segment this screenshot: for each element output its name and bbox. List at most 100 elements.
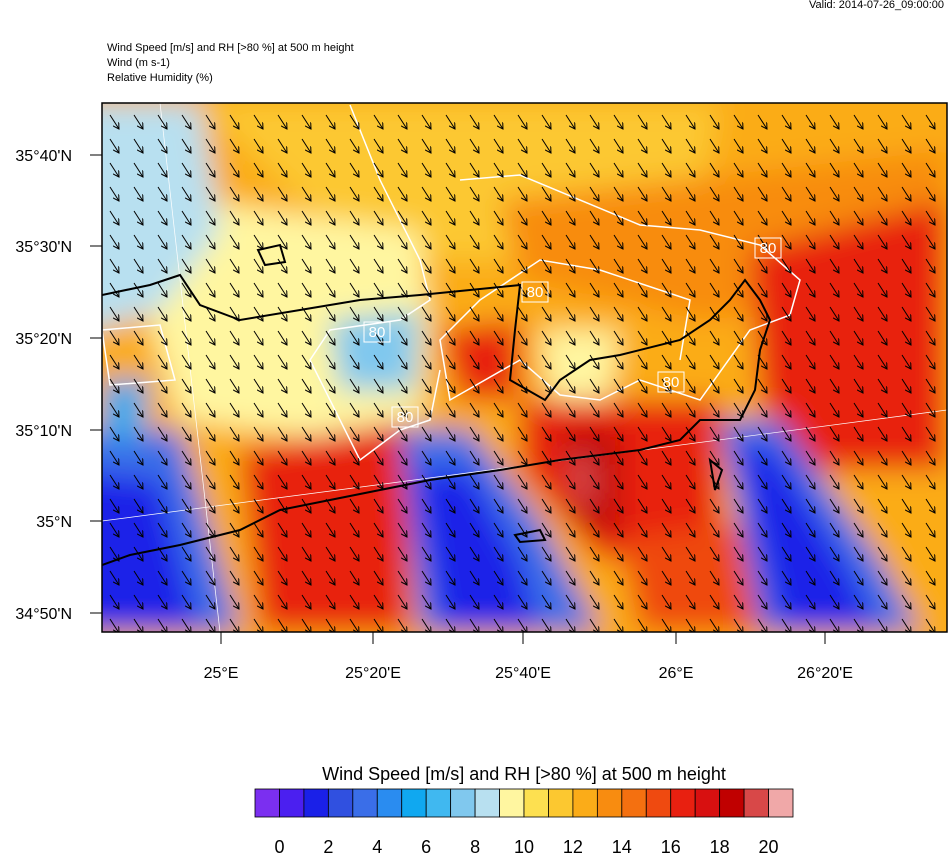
- wind-arrow: [421, 570, 431, 585]
- wind-arrow: [709, 234, 719, 249]
- wind-arrow: [109, 522, 119, 537]
- wind-arrow: [325, 114, 335, 129]
- wind-arrow: [613, 426, 623, 441]
- wind-arrow: [757, 162, 767, 177]
- colorbar-tick-label: 8: [470, 837, 480, 854]
- wind-arrow: [925, 330, 935, 345]
- wind-arrow: [613, 402, 623, 417]
- wind-arrow: [349, 522, 359, 537]
- wind-arrow: [637, 186, 647, 201]
- wind-arrow: [613, 330, 623, 345]
- wind-arrow: [301, 474, 311, 489]
- wind-arrow: [829, 186, 839, 201]
- wind-arrow: [925, 618, 935, 632]
- wind-arrow: [877, 594, 887, 609]
- wind-arrow: [637, 210, 647, 225]
- wind-arrow: [829, 402, 839, 417]
- wind-arrow: [733, 426, 743, 441]
- wind-arrow: [829, 426, 839, 441]
- wind-arrow: [877, 282, 887, 297]
- wind-arrow: [157, 570, 167, 585]
- wind-arrow: [373, 162, 383, 177]
- wind-arrow: [205, 354, 215, 369]
- wind-arrow: [277, 450, 287, 465]
- header-line: Relative Humidity (%): [107, 72, 213, 84]
- wind-arrow: [805, 282, 815, 297]
- wind-arrow: [181, 450, 191, 465]
- wind-arrow: [853, 474, 863, 489]
- wind-arrow: [661, 426, 671, 441]
- wind-arrow: [805, 618, 815, 632]
- wind-arrow: [349, 570, 359, 585]
- wind-arrow: [445, 234, 455, 249]
- wind-arrow: [157, 162, 167, 177]
- wind-arrow: [373, 426, 383, 441]
- wind-arrow: [613, 282, 623, 297]
- wind-arrow: [685, 306, 695, 321]
- wind-arrow: [421, 162, 431, 177]
- wind-arrow: [637, 258, 647, 273]
- wind-arrow: [421, 306, 431, 321]
- wind-arrow: [613, 138, 623, 153]
- wind-arrow: [565, 234, 575, 249]
- wind-arrow: [229, 522, 239, 537]
- wind-arrow: [805, 570, 815, 585]
- colorbar-swatch: [670, 788, 696, 818]
- wind-arrow: [205, 378, 215, 393]
- wind-arrow: [541, 234, 551, 249]
- wind-arrow: [133, 450, 143, 465]
- wind-arrow: [517, 330, 527, 345]
- wind-arrow: [517, 594, 527, 609]
- wind-arrow: [757, 306, 767, 321]
- wind-arrow: [109, 114, 119, 129]
- wind-arrow: [421, 258, 431, 273]
- wind-arrow: [469, 258, 479, 273]
- wind-arrow: [229, 354, 239, 369]
- wind-arrow: [925, 426, 935, 441]
- lat-label: 35°N: [36, 514, 72, 531]
- wind-arrow: [589, 378, 599, 393]
- wind-arrow: [517, 498, 527, 513]
- wind-arrow: [517, 426, 527, 441]
- wind-arrow: [637, 330, 647, 345]
- wind-arrow: [589, 306, 599, 321]
- wind-arrow: [277, 114, 287, 129]
- wind-arrow: [133, 570, 143, 585]
- wind-arrows: [109, 114, 935, 632]
- wind-arrow: [757, 282, 767, 297]
- wind-arrow: [709, 546, 719, 561]
- wind-arrow: [781, 594, 791, 609]
- wind-arrow: [133, 330, 143, 345]
- colorbar-swatch: [499, 788, 525, 818]
- wind-arrow: [565, 522, 575, 537]
- wind-arrow: [733, 354, 743, 369]
- wind-arrow: [805, 426, 815, 441]
- wind-arrow: [133, 114, 143, 129]
- lon-label: 26°E: [659, 665, 694, 682]
- lon-label: 25°40'E: [495, 665, 551, 682]
- wind-arrow: [373, 258, 383, 273]
- wind-arrow: [709, 114, 719, 129]
- wind-arrow: [661, 546, 671, 561]
- wind-arrow: [613, 618, 623, 632]
- wind-arrow: [733, 162, 743, 177]
- wind-arrow: [853, 402, 863, 417]
- wind-arrow: [493, 162, 503, 177]
- wind-arrow: [325, 594, 335, 609]
- wind-arrow: [853, 450, 863, 465]
- wind-arrow: [181, 234, 191, 249]
- wind-arrow: [181, 114, 191, 129]
- wind-arrow: [517, 450, 527, 465]
- wind-arrow: [661, 234, 671, 249]
- wind-arrow: [565, 498, 575, 513]
- wind-arrow: [661, 306, 671, 321]
- wind-arrow: [757, 426, 767, 441]
- wind-arrow: [685, 450, 695, 465]
- wind-arrow: [397, 354, 407, 369]
- map-area: [102, 103, 947, 632]
- wind-arrow: [373, 378, 383, 393]
- wind-arrow: [493, 114, 503, 129]
- colorbar-title: Wind Speed [m/s] and RH [>80 %] at 500 m…: [322, 764, 726, 784]
- wind-arrow: [421, 186, 431, 201]
- wind-arrow: [229, 450, 239, 465]
